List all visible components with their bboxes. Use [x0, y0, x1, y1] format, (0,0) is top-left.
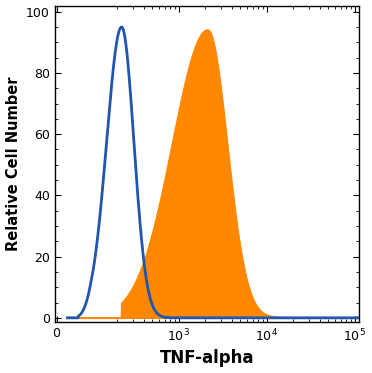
X-axis label: TNF-alpha: TNF-alpha: [160, 350, 254, 367]
Y-axis label: Relative Cell Number: Relative Cell Number: [6, 77, 20, 251]
